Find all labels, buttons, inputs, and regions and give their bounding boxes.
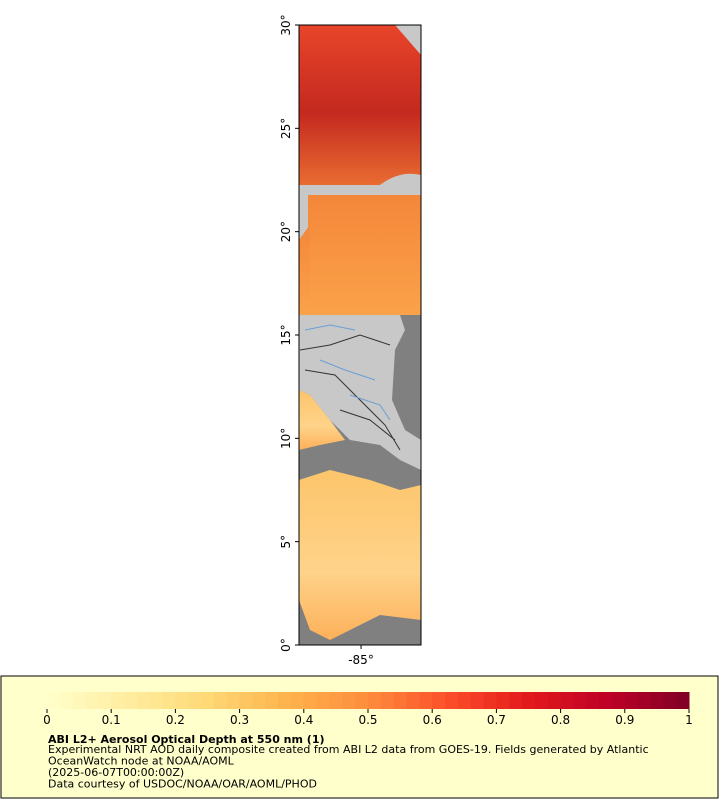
colorbar-tick-label: 0.4 (294, 713, 313, 727)
colorbar-step (445, 692, 459, 709)
colorbar-step (573, 692, 587, 709)
caption-line: (2025-06-07T00:00:00Z) (48, 766, 184, 779)
colorbar-tick-label: 0.9 (615, 713, 634, 727)
colorbar-step (149, 692, 164, 709)
colorbar: 0 0.1 0.2 0.3 0.4 0.5 0.6 0.7 0.8 0.9 1 (43, 692, 693, 727)
land (395, 25, 421, 55)
colorbar-step (98, 692, 112, 709)
colorbar-step (534, 692, 549, 709)
axes: 0° 5° 10° 15° 20° 25° 30° -85° (279, 14, 374, 667)
colorbar-step (59, 692, 74, 709)
colorbar-step (470, 692, 485, 709)
colorbar-step (111, 692, 125, 709)
colorbar-step (316, 692, 330, 709)
colorbar-tick-label: 1 (685, 713, 693, 727)
colorbar-step (624, 692, 639, 709)
land (299, 315, 421, 470)
colorbar-step (85, 692, 99, 709)
colorbar-step (560, 692, 574, 709)
lat-tick-label: 15° (279, 324, 293, 345)
colorbar-step (355, 692, 369, 709)
aod-field (299, 25, 421, 200)
colorbar-step (47, 692, 61, 709)
colorbar-step (226, 692, 241, 709)
colorbar-step (252, 692, 266, 709)
colorbar-step (136, 692, 151, 709)
colorbar-step (368, 692, 382, 709)
river (304, 324, 391, 421)
colorbar-step (509, 692, 523, 709)
caption-line: Data courtesy of USDOC/NOAA/OAR/AOML/PHO… (48, 778, 317, 791)
colorbar-step (201, 692, 215, 709)
colorbar-step (432, 692, 446, 709)
colorbar-step (650, 692, 664, 709)
colorbar-step (290, 692, 305, 709)
colorbar-step (611, 692, 626, 709)
colorbar-step (175, 692, 189, 709)
border (299, 334, 401, 451)
lat-tick-label: 0° (279, 638, 293, 652)
lon-tick-label: -85° (348, 653, 374, 667)
land (299, 173, 421, 200)
colorbar-step (162, 692, 176, 709)
caption-title: ABI L2+ Aerosol Optical Depth at 550 nm … (48, 733, 325, 746)
colorbar-tick-label: 0.1 (102, 713, 121, 727)
caption-line: Experimental NRT AOD daily composite cre… (48, 743, 649, 756)
lat-tick-label: 10° (279, 428, 293, 449)
colorbar-step (522, 692, 536, 709)
colorbar-step (303, 692, 318, 709)
colorbar-step (496, 692, 510, 709)
colorbar-tick-label: 0.7 (487, 713, 506, 727)
colorbar-tick-label: 0.5 (358, 713, 377, 727)
colorbar-tick-label: 0 (43, 713, 51, 727)
colorbar-step (393, 692, 408, 709)
caption-line: OceanWatch node at NOAA/AOML (48, 755, 235, 768)
colorbar-step (586, 692, 600, 709)
colorbar-tick-label: 0.8 (551, 713, 570, 727)
colorbar-step (124, 692, 138, 709)
lat-tick-label: 25° (279, 118, 293, 139)
aod-field (299, 225, 310, 315)
lat-tick-label: 30° (279, 14, 293, 35)
colorbar-step (239, 692, 253, 709)
colorbar-step (278, 692, 292, 709)
colorbar-step (676, 692, 690, 709)
colorbar-step (599, 692, 613, 709)
colorbar-step (188, 692, 202, 709)
colorbar-step (406, 692, 420, 709)
colorbar-tick-label: 0.3 (230, 713, 249, 727)
aod-field (299, 390, 345, 450)
aod-field (299, 470, 421, 640)
colorbar-step (342, 692, 356, 709)
aod-field (308, 195, 421, 315)
colorbar-tick-label: 0.6 (423, 713, 442, 727)
colorbar-step (663, 692, 677, 709)
colorbar-step (213, 692, 228, 709)
colorbar-step (483, 692, 497, 709)
colorbar-tick-label: 0.2 (166, 713, 185, 727)
colorbar-step (457, 692, 472, 709)
colorbar-step (329, 692, 343, 709)
caption: Experimental NRT AOD daily composite cre… (48, 743, 649, 791)
lat-tick-label: 20° (279, 221, 293, 242)
map-image (298, 24, 422, 646)
colorbar-step (419, 692, 433, 709)
colorbar-step (380, 692, 395, 709)
colorbar-step (547, 692, 562, 709)
colorbar-step (72, 692, 87, 709)
colorbar-step (265, 692, 279, 709)
colorbar-step (637, 692, 651, 709)
lat-tick-label: 5° (279, 535, 293, 549)
